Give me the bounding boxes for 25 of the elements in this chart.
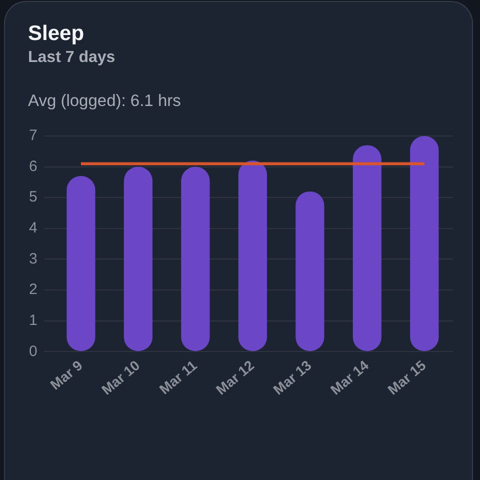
y-tick-label: 5 bbox=[29, 188, 38, 206]
x-tick-label: Mar 15 bbox=[384, 356, 429, 398]
x-tick-label: Mar 10 bbox=[98, 356, 143, 398]
y-tick-label: 6 bbox=[29, 158, 38, 175]
chart-subtitle: Last 7 days bbox=[28, 49, 116, 66]
x-tick-label: Mar 11 bbox=[156, 356, 200, 398]
y-tick-label: 1 bbox=[29, 312, 38, 329]
bar bbox=[124, 166, 153, 352]
x-tick-label: Mar 9 bbox=[47, 356, 86, 393]
y-tick-label: 4 bbox=[29, 220, 38, 237]
y-tick-label: 3 bbox=[29, 250, 38, 268]
x-tick-label: Mar 14 bbox=[327, 356, 372, 398]
bar bbox=[181, 166, 210, 352]
y-tick-label: 7 bbox=[29, 127, 38, 144]
x-tick-label: Mar 12 bbox=[212, 356, 258, 398]
x-tick-label: Mar 13 bbox=[270, 356, 314, 398]
bar bbox=[66, 176, 96, 352]
y-tick-label: 0 bbox=[29, 342, 38, 360]
bar bbox=[410, 136, 439, 352]
y-tick-label: 2 bbox=[29, 281, 38, 298]
bar bbox=[352, 145, 382, 352]
chart-title: Sleep bbox=[28, 22, 84, 45]
bar bbox=[296, 191, 324, 352]
text: Avg (logged): 6.1 hrs bbox=[28, 92, 181, 110]
bar bbox=[238, 160, 267, 352]
